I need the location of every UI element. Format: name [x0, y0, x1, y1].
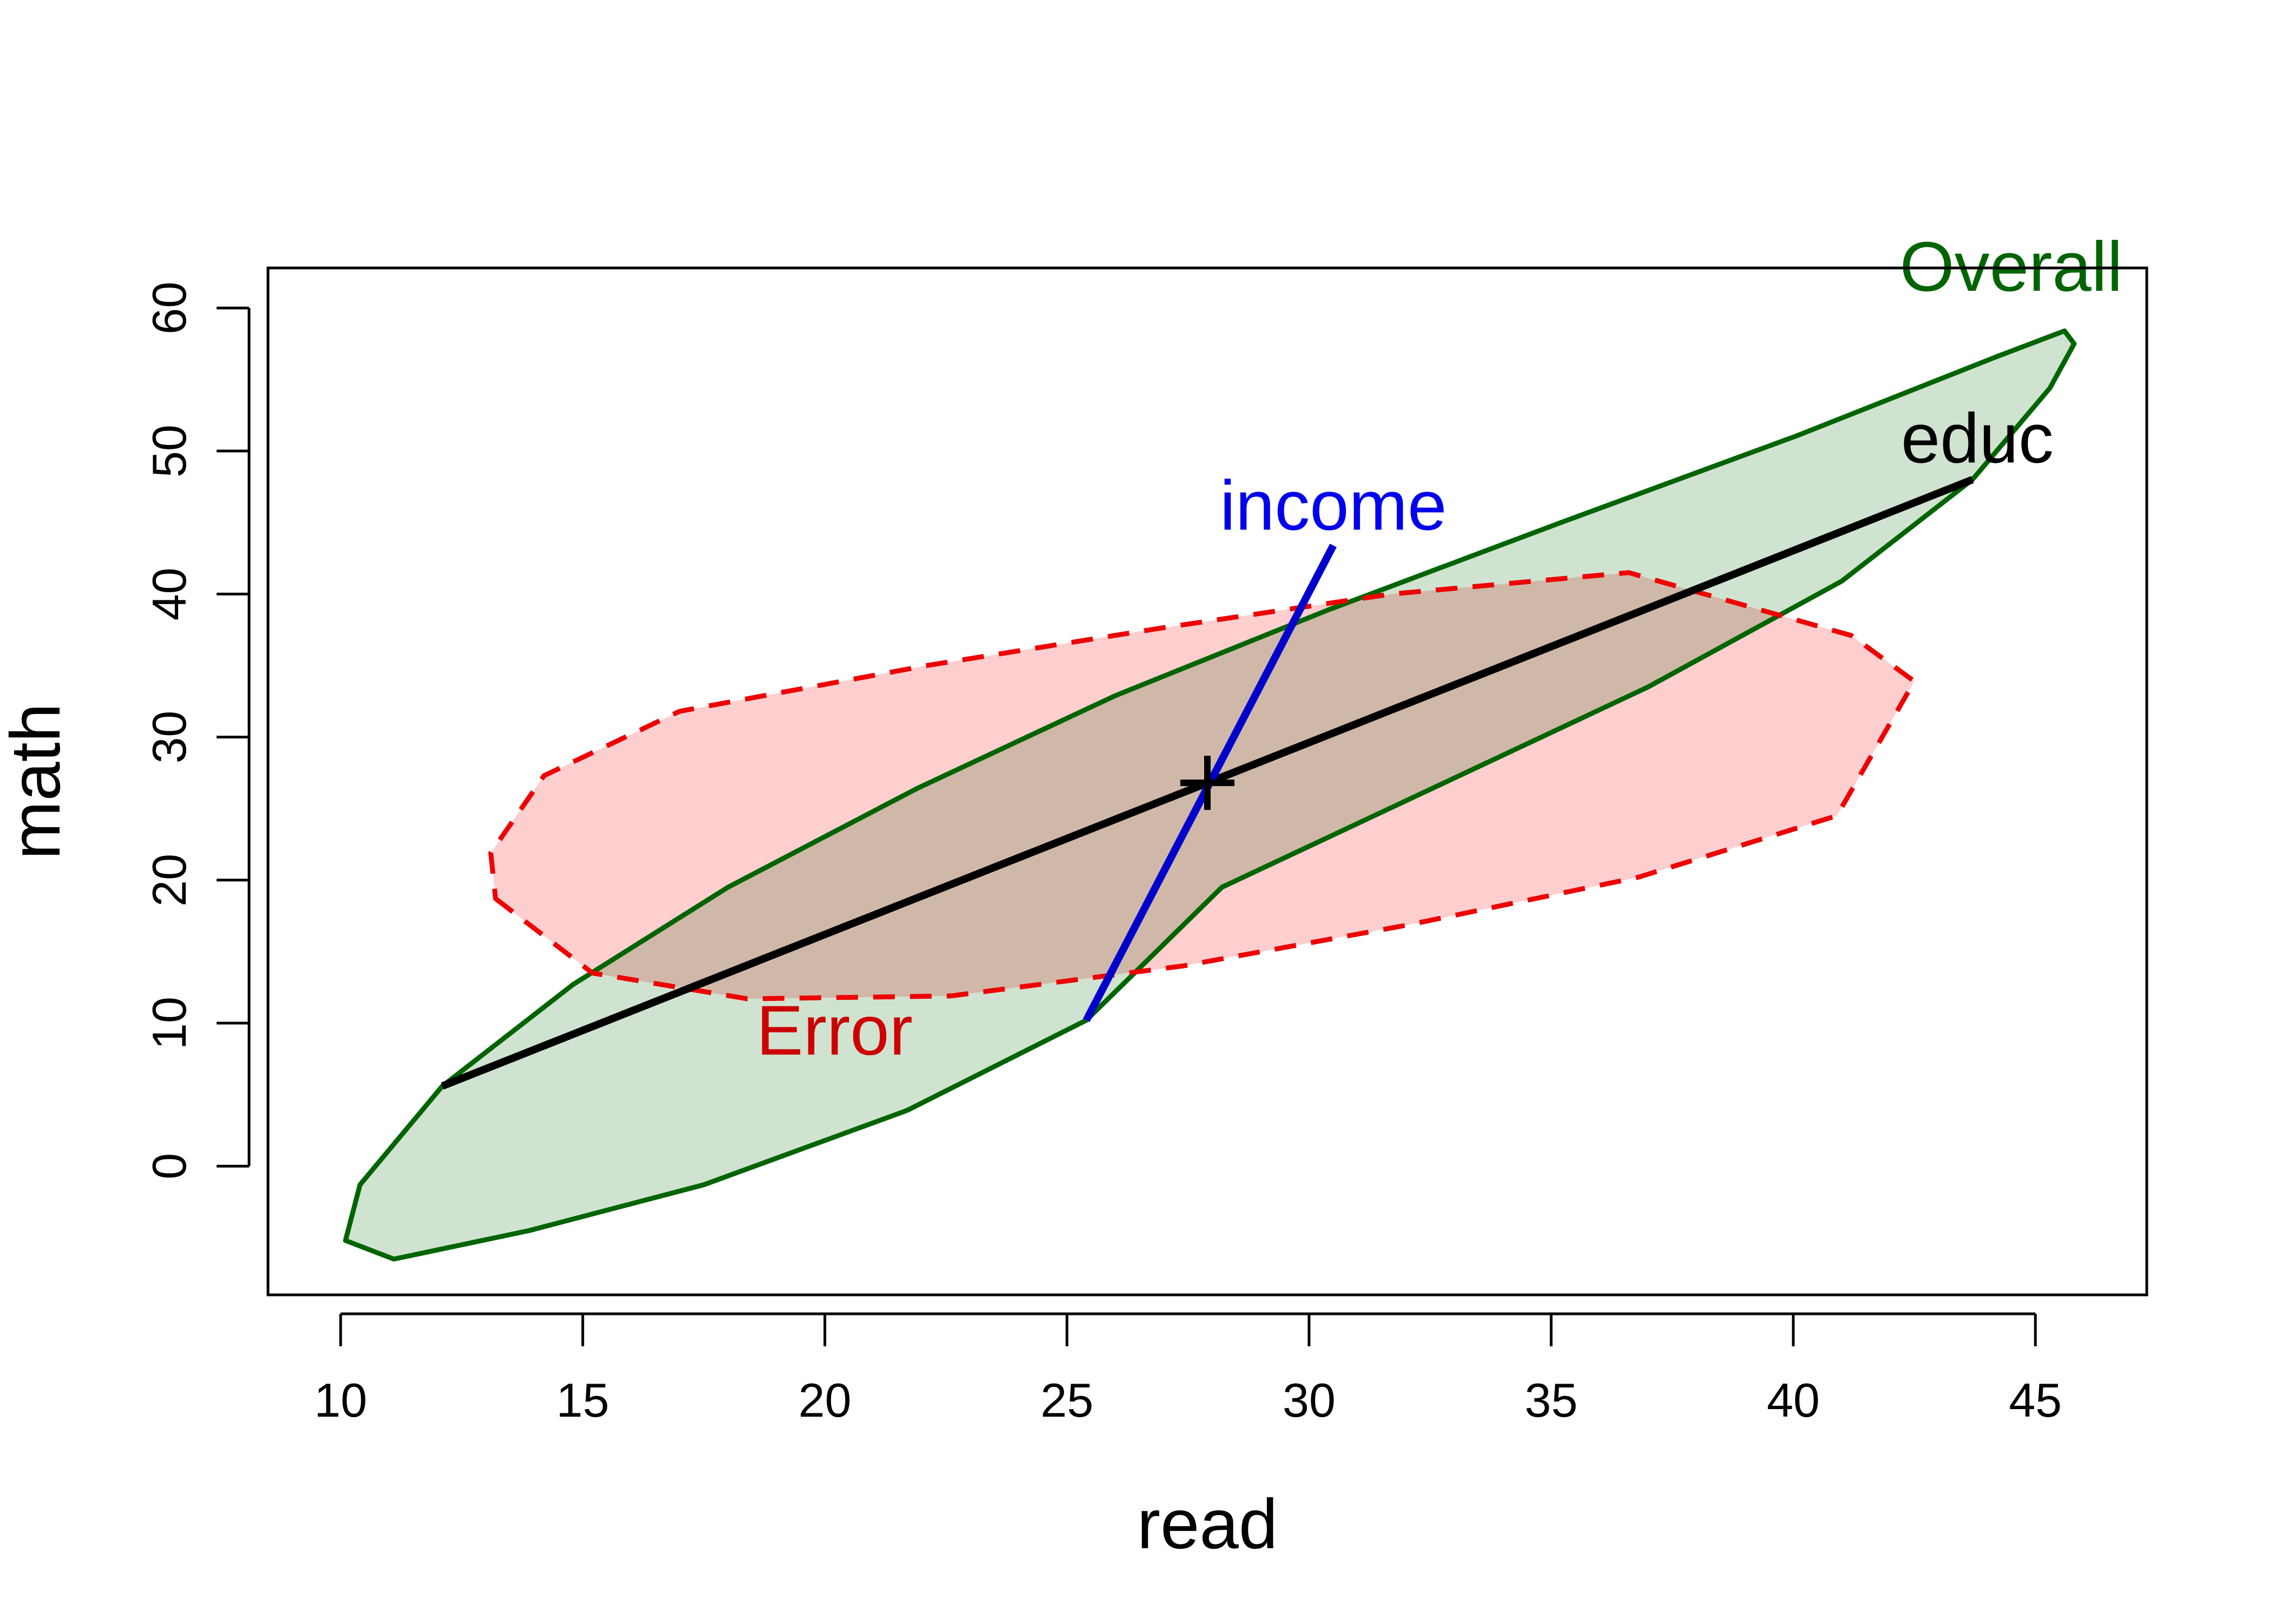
y-tick-label: 20	[142, 854, 196, 907]
x-axis: 10 15 20 25 30 35 40 45	[314, 1312, 2062, 1427]
educ-label: educ	[1901, 398, 2054, 477]
x-tick-label: 25	[1041, 1373, 1094, 1427]
x-tick-label: 45	[2009, 1373, 2062, 1427]
y-tick-label: 40	[142, 567, 196, 620]
income-label: income	[1220, 466, 1447, 545]
y-tick-label: 30	[142, 711, 196, 764]
x-tick-label: 30	[1283, 1373, 1336, 1427]
x-axis-title: read	[1137, 1484, 1278, 1563]
plot-marks: Overall educ income Error	[343, 227, 2123, 1262]
y-tick-label: 60	[142, 281, 196, 335]
x-tick-label: 10	[314, 1373, 367, 1427]
x-tick-label: 20	[799, 1373, 852, 1427]
x-tick-label: 15	[556, 1373, 609, 1427]
y-tick-label: 50	[142, 424, 196, 477]
x-tick-label: 40	[1767, 1373, 1820, 1427]
center-marker	[1180, 756, 1234, 810]
plot-frame	[266, 266, 2148, 1296]
y-axis: 0 10 20 30 40 50 60	[142, 281, 251, 1180]
y-axis-title: math	[0, 703, 75, 860]
error-ellipse-outline	[488, 570, 1917, 1001]
overall-label: Overall	[1900, 227, 2123, 306]
y-tick-label: 0	[142, 1153, 196, 1180]
y-tick-label: 10	[142, 997, 196, 1050]
error-label: Error	[756, 991, 913, 1070]
x-tick-label: 35	[1525, 1373, 1578, 1427]
